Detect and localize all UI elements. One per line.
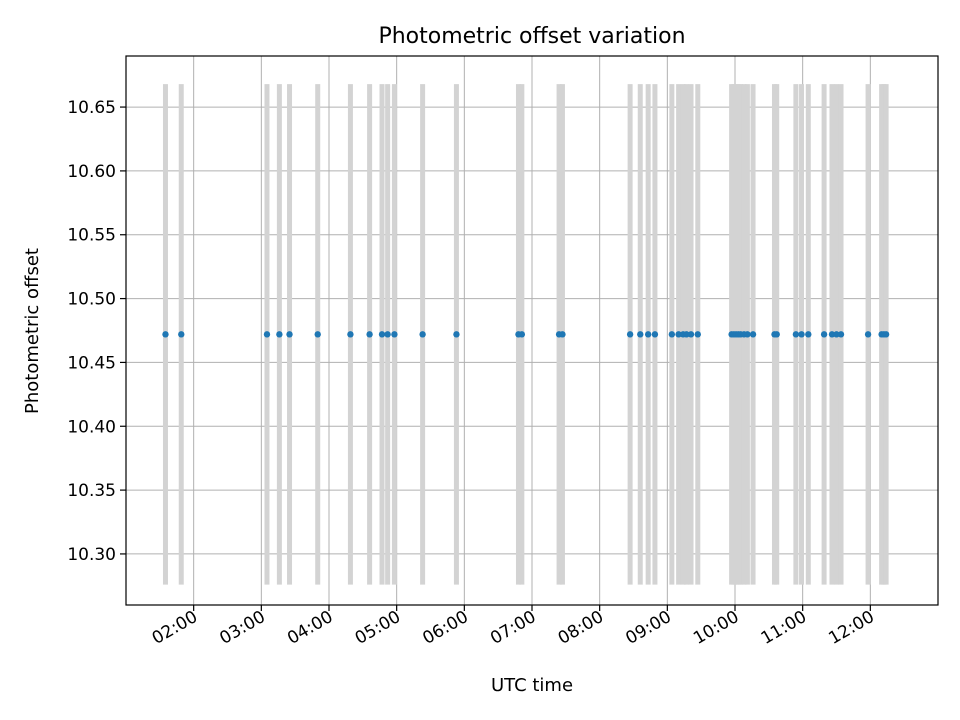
data-point	[559, 331, 566, 338]
grid-layer	[126, 56, 938, 605]
data-point	[286, 331, 293, 338]
data-point	[276, 331, 283, 338]
data-point	[644, 331, 652, 338]
y-tick-label: 10.55	[67, 226, 116, 246]
data-point	[773, 331, 780, 338]
data-point	[378, 331, 386, 338]
x-tick-label: 06:00	[419, 607, 471, 649]
data-point	[347, 331, 354, 338]
tick-layer: 02:00 03:00 04:00 05:00 06:00 07:00 08:00 09:00…	[67, 98, 878, 649]
y-tick-label: 10.65	[67, 98, 116, 118]
data-point	[419, 331, 426, 338]
x-tick-label: 07:00	[487, 607, 539, 649]
x-tick-label: 09:00	[622, 607, 674, 649]
data-point	[518, 331, 526, 338]
data-point	[637, 331, 644, 338]
data-point	[828, 331, 836, 338]
data-point	[882, 331, 890, 338]
data-point	[792, 331, 800, 338]
x-tick-label: 12:00	[825, 607, 877, 649]
data-point	[820, 331, 828, 338]
data-point	[178, 331, 185, 338]
data-point	[651, 331, 659, 338]
data-point	[683, 331, 690, 338]
data-point	[384, 331, 391, 338]
data-point	[744, 331, 751, 338]
y-tick-label: 10.50	[67, 290, 116, 310]
x-tick-label: 11:00	[758, 607, 810, 649]
data-point	[833, 331, 840, 338]
y-tick-label: 10.40	[67, 417, 116, 437]
data-point	[798, 331, 805, 338]
data-point	[668, 331, 676, 338]
data-point	[749, 331, 757, 338]
chart-title: Photometric offset variation	[378, 24, 685, 49]
point-layer	[162, 331, 890, 338]
x-axis-label: UTC time	[491, 675, 573, 696]
data-point	[626, 331, 634, 338]
data-point	[162, 331, 169, 338]
data-point	[675, 331, 682, 338]
x-tick-label: 10:00	[690, 607, 742, 649]
x-tick-label: 02:00	[149, 607, 201, 649]
data-point	[805, 331, 812, 338]
y-tick-label: 10.45	[67, 353, 116, 373]
x-tick-label: 08:00	[555, 607, 607, 649]
x-tick-label: 03:00	[216, 607, 268, 649]
data-point	[314, 331, 321, 338]
x-tick-label: 05:00	[352, 607, 404, 649]
y-axis-label: Photometric offset	[22, 248, 43, 414]
data-point	[453, 331, 460, 338]
data-point	[837, 331, 845, 338]
y-tick-label: 10.60	[67, 162, 116, 182]
data-point	[366, 331, 373, 338]
data-point	[687, 331, 695, 338]
data-point	[864, 331, 872, 338]
y-tick-label: 10.30	[67, 545, 116, 565]
y-tick-label: 10.35	[67, 481, 116, 501]
x-tick-label: 04:00	[284, 607, 336, 649]
data-point	[391, 331, 398, 338]
data-point	[694, 331, 701, 338]
data-point	[263, 331, 271, 338]
